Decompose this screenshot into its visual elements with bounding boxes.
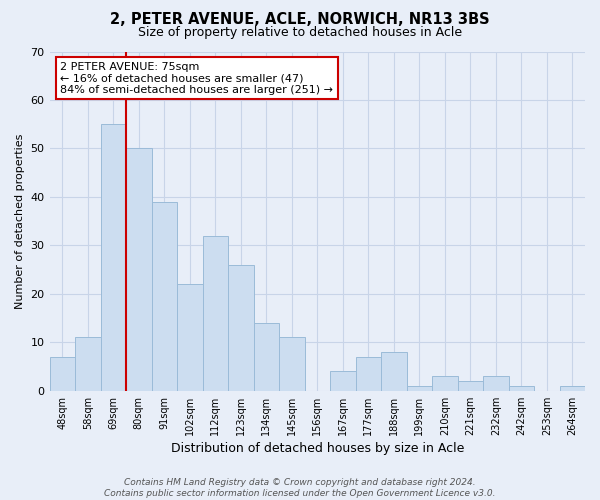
Bar xyxy=(458,381,483,391)
Bar xyxy=(203,236,228,391)
Text: 2 PETER AVENUE: 75sqm
← 16% of detached houses are smaller (47)
84% of semi-deta: 2 PETER AVENUE: 75sqm ← 16% of detached … xyxy=(60,62,333,95)
X-axis label: Distribution of detached houses by size in Acle: Distribution of detached houses by size … xyxy=(170,442,464,455)
Text: Size of property relative to detached houses in Acle: Size of property relative to detached ho… xyxy=(138,26,462,39)
Bar xyxy=(560,386,585,391)
Bar xyxy=(254,323,279,391)
Bar xyxy=(356,357,381,391)
Bar xyxy=(101,124,126,391)
Bar xyxy=(330,372,356,391)
Bar xyxy=(177,284,203,391)
Bar xyxy=(381,352,407,391)
Bar xyxy=(126,148,152,391)
Bar xyxy=(407,386,432,391)
Bar xyxy=(50,357,75,391)
Y-axis label: Number of detached properties: Number of detached properties xyxy=(15,134,25,309)
Bar xyxy=(279,338,305,391)
Bar xyxy=(483,376,509,391)
Bar xyxy=(75,338,101,391)
Bar xyxy=(152,202,177,391)
Text: 2, PETER AVENUE, ACLE, NORWICH, NR13 3BS: 2, PETER AVENUE, ACLE, NORWICH, NR13 3BS xyxy=(110,12,490,28)
Bar xyxy=(509,386,534,391)
Text: Contains HM Land Registry data © Crown copyright and database right 2024.
Contai: Contains HM Land Registry data © Crown c… xyxy=(104,478,496,498)
Bar xyxy=(432,376,458,391)
Bar xyxy=(228,265,254,391)
